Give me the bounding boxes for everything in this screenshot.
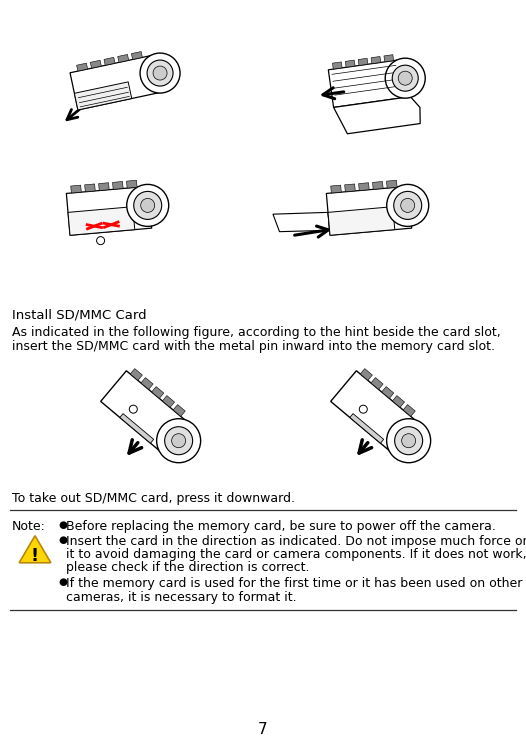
Polygon shape: [100, 371, 195, 459]
Circle shape: [157, 419, 200, 463]
Polygon shape: [120, 414, 154, 443]
Circle shape: [387, 185, 429, 226]
Polygon shape: [118, 55, 129, 62]
Text: cameras, it is necessary to format it.: cameras, it is necessary to format it.: [66, 590, 297, 604]
Polygon shape: [104, 58, 115, 65]
Circle shape: [141, 198, 155, 212]
Circle shape: [392, 65, 418, 91]
Polygon shape: [85, 184, 95, 192]
Circle shape: [394, 426, 423, 454]
Polygon shape: [332, 62, 342, 69]
Polygon shape: [90, 61, 102, 68]
Polygon shape: [345, 60, 355, 67]
Circle shape: [140, 53, 180, 93]
Polygon shape: [359, 183, 369, 191]
Polygon shape: [387, 180, 397, 188]
Circle shape: [147, 60, 173, 86]
Circle shape: [97, 236, 105, 245]
Polygon shape: [350, 414, 383, 443]
Circle shape: [387, 419, 431, 463]
Text: Insert the card in the direction as indicated. Do not impose much force on: Insert the card in the direction as indi…: [66, 534, 526, 548]
Polygon shape: [331, 185, 341, 193]
Polygon shape: [113, 182, 123, 189]
Polygon shape: [66, 186, 151, 235]
Text: ●: ●: [58, 520, 67, 530]
Polygon shape: [130, 369, 143, 381]
Polygon shape: [382, 386, 394, 398]
Polygon shape: [141, 378, 153, 389]
Circle shape: [165, 426, 193, 454]
Polygon shape: [74, 82, 132, 110]
Polygon shape: [403, 404, 415, 416]
Circle shape: [127, 185, 169, 226]
Polygon shape: [331, 371, 426, 459]
Polygon shape: [371, 56, 381, 64]
Polygon shape: [360, 369, 372, 381]
Text: insert the SD/MMC card with the metal pin inward into the memory card slot.: insert the SD/MMC card with the metal pi…: [12, 340, 495, 353]
Text: If the memory card is used for the first time or it has been used on other: If the memory card is used for the first…: [66, 577, 522, 590]
Text: ●: ●: [58, 577, 67, 587]
Polygon shape: [98, 183, 109, 191]
Text: To take out SD/MMC card, press it downward.: To take out SD/MMC card, press it downwa…: [12, 492, 295, 505]
Text: please check if the direction is correct.: please check if the direction is correct…: [66, 562, 309, 574]
Polygon shape: [77, 63, 88, 71]
Circle shape: [359, 405, 367, 413]
Circle shape: [153, 66, 167, 80]
Circle shape: [129, 405, 137, 413]
Polygon shape: [127, 180, 137, 188]
Polygon shape: [70, 54, 166, 110]
Text: Before replacing the memory card, be sure to power off the camera.: Before replacing the memory card, be sur…: [66, 520, 496, 533]
Polygon shape: [19, 536, 51, 563]
Polygon shape: [151, 386, 164, 398]
Circle shape: [398, 71, 412, 85]
Polygon shape: [273, 212, 330, 231]
Polygon shape: [384, 55, 393, 62]
Polygon shape: [326, 186, 412, 235]
Polygon shape: [328, 59, 410, 107]
Polygon shape: [333, 97, 420, 134]
Polygon shape: [371, 378, 383, 389]
Polygon shape: [345, 184, 355, 192]
Polygon shape: [70, 185, 82, 193]
Polygon shape: [358, 58, 368, 66]
Text: Note:: Note:: [12, 520, 46, 533]
Text: 7: 7: [258, 722, 268, 737]
Polygon shape: [328, 207, 395, 235]
Polygon shape: [163, 395, 175, 407]
Polygon shape: [68, 207, 135, 235]
Circle shape: [171, 434, 186, 448]
Polygon shape: [132, 52, 143, 59]
Polygon shape: [392, 395, 404, 407]
Circle shape: [401, 198, 414, 212]
Text: it to avoid damaging the card or camera components. If it does not work,: it to avoid damaging the card or camera …: [66, 548, 526, 561]
Text: Install SD/MMC Card: Install SD/MMC Card: [12, 308, 147, 321]
Circle shape: [402, 434, 416, 448]
Text: ●: ●: [58, 534, 67, 545]
Polygon shape: [372, 182, 383, 189]
Text: !: !: [31, 547, 39, 565]
Circle shape: [394, 191, 422, 219]
Circle shape: [134, 191, 161, 219]
Polygon shape: [173, 404, 185, 416]
Text: As indicated in the following figure, according to the hint beside the card slot: As indicated in the following figure, ac…: [12, 326, 501, 339]
Circle shape: [385, 58, 425, 98]
